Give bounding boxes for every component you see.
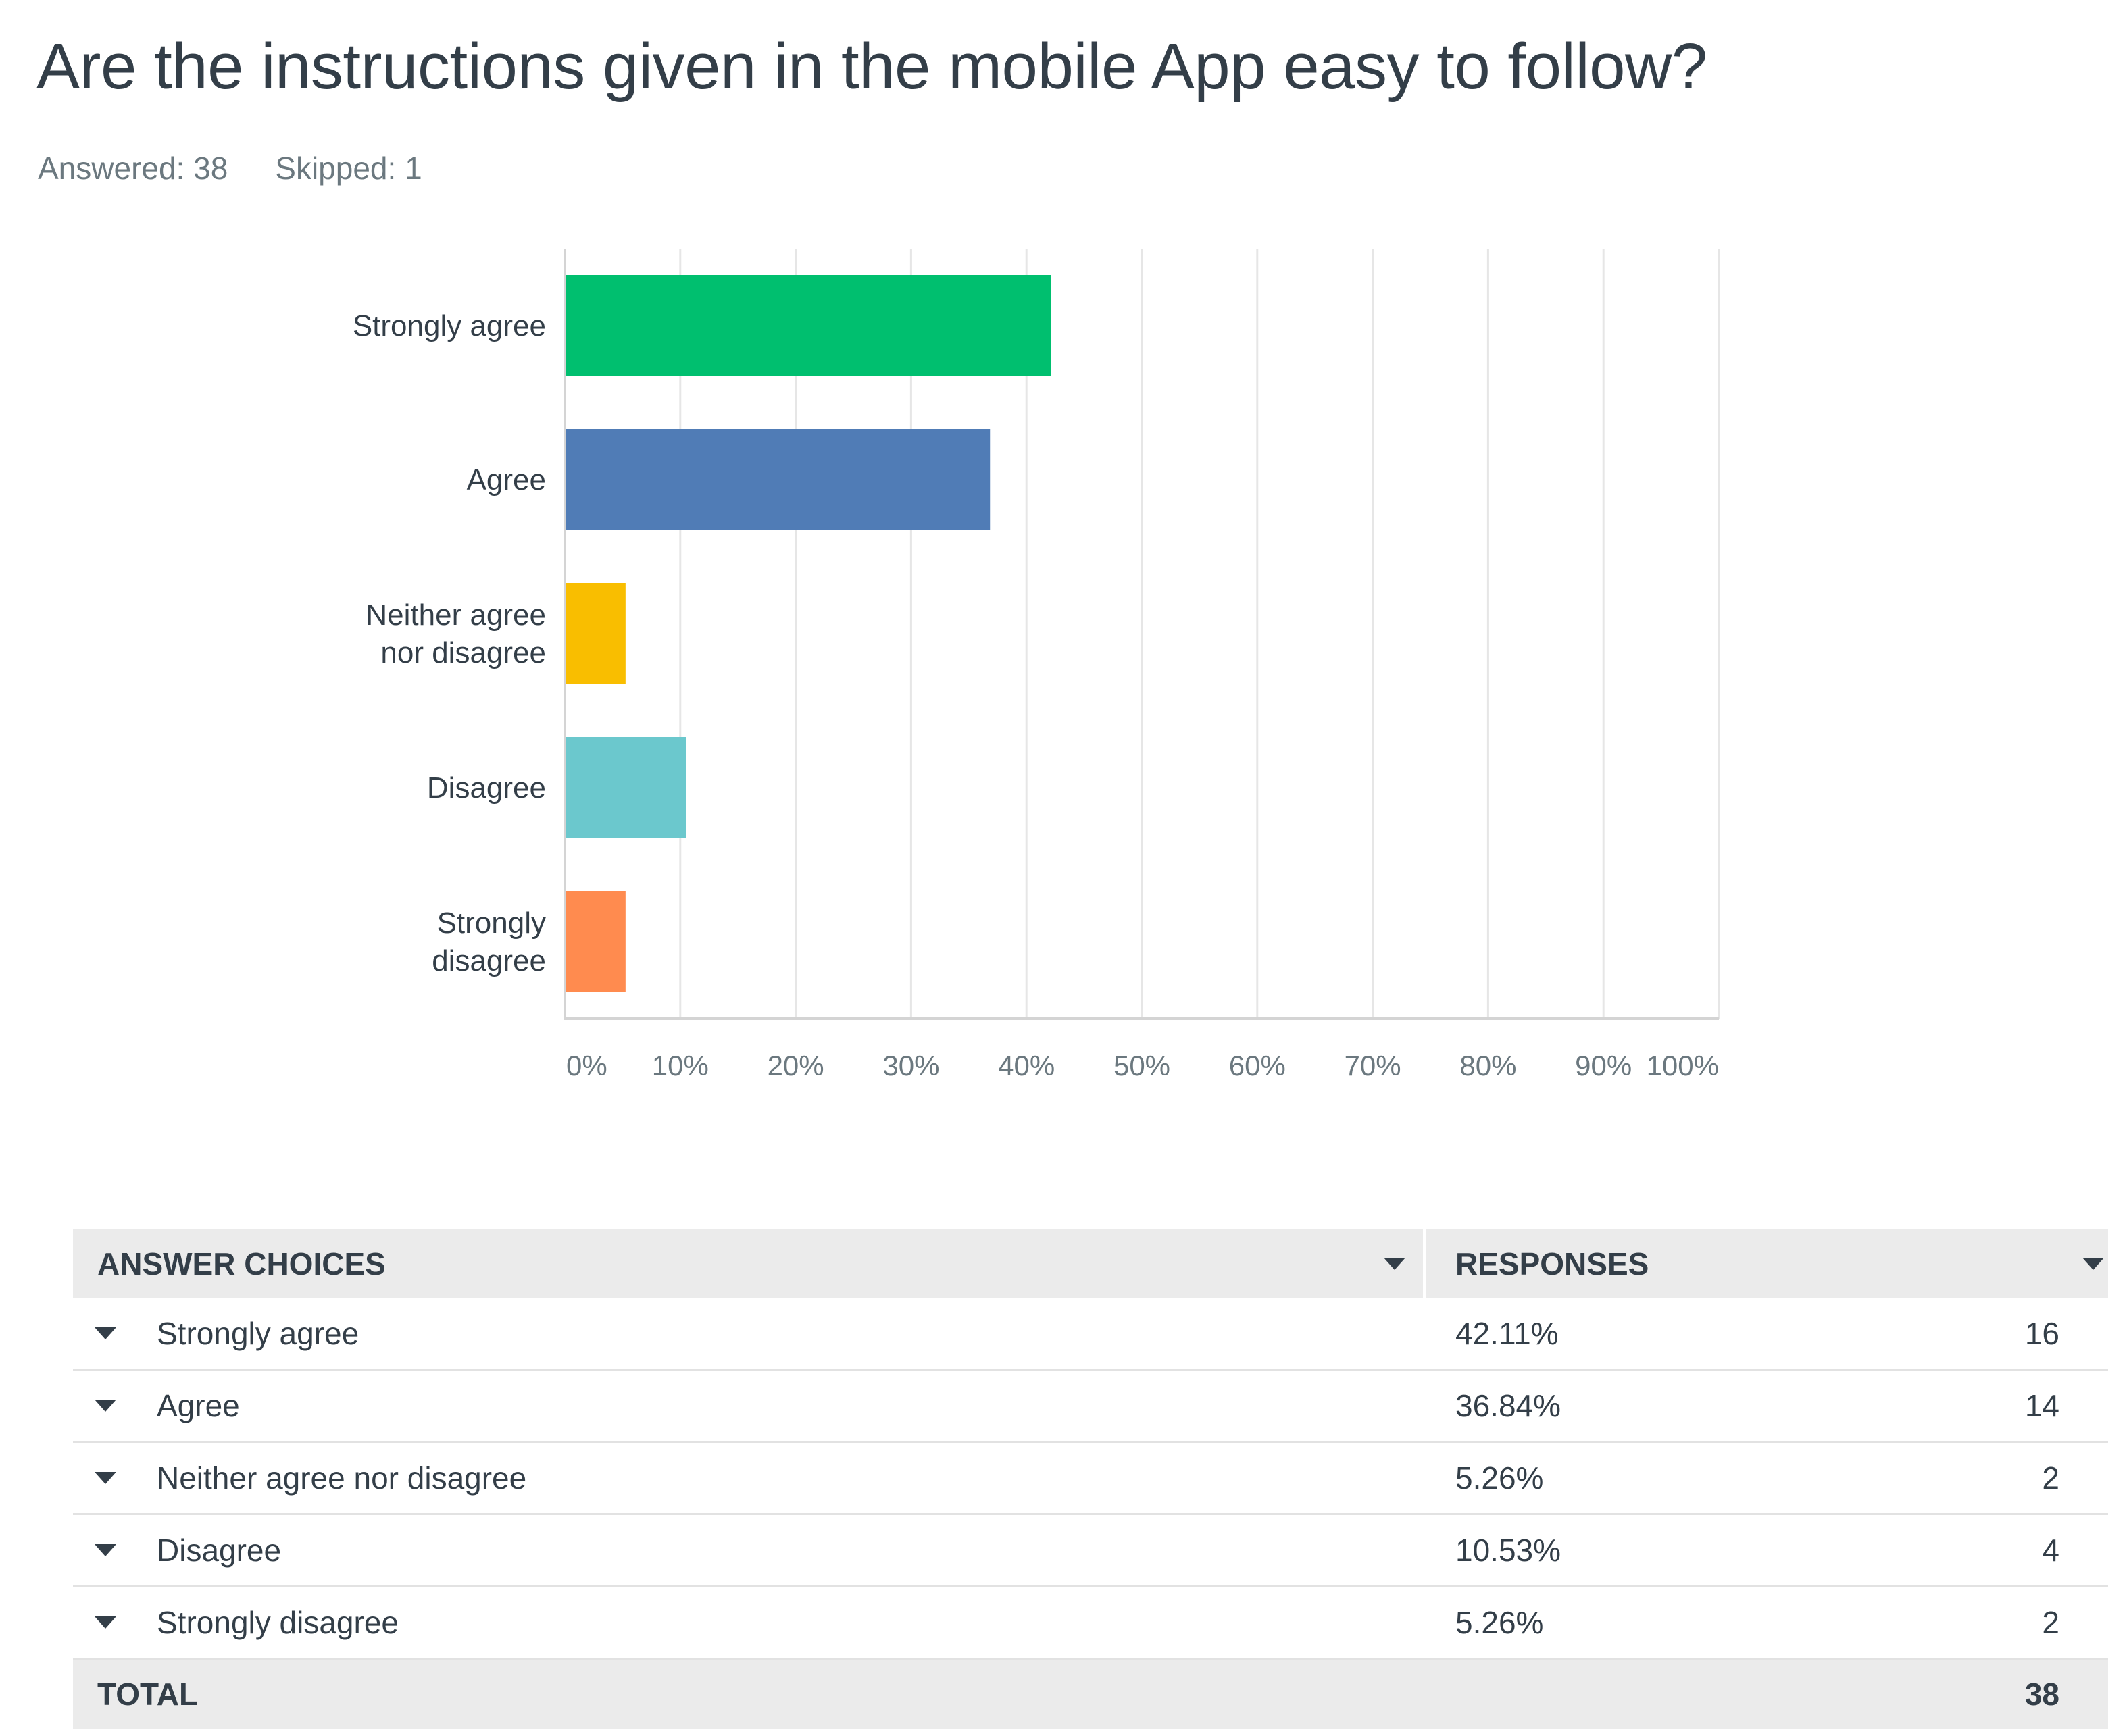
category-label: Neither agree bbox=[366, 598, 546, 632]
response-percent: 5.26% bbox=[1455, 1605, 1544, 1640]
answer-choice-label: Neither agree nor disagree bbox=[157, 1460, 527, 1496]
table-row: Strongly agree 42.11% 16 bbox=[73, 1298, 2108, 1371]
bar bbox=[566, 275, 1051, 376]
expand-row-caret-icon[interactable] bbox=[95, 1371, 116, 1441]
table-header-row: ANSWER CHOICES RESPONSES bbox=[73, 1229, 2108, 1298]
answer-choice-label: Strongly disagree bbox=[157, 1605, 399, 1640]
skipped-count: Skipped: 1 bbox=[275, 151, 422, 186]
x-tick-label: 50% bbox=[1113, 1050, 1170, 1081]
response-count: 2 bbox=[2042, 1605, 2059, 1640]
response-stats: Answered: 38 Skipped: 1 bbox=[38, 150, 422, 186]
x-tick-label: 0% bbox=[566, 1050, 607, 1081]
bar bbox=[566, 429, 991, 530]
x-tick-label: 40% bbox=[998, 1050, 1055, 1081]
expand-row-caret-icon[interactable] bbox=[95, 1298, 116, 1369]
response-count: 14 bbox=[2024, 1388, 2059, 1423]
sort-choices-caret-icon[interactable] bbox=[1384, 1229, 1405, 1298]
response-count: 4 bbox=[2042, 1533, 2059, 1568]
category-label: Strongly bbox=[437, 907, 546, 940]
bar bbox=[566, 891, 626, 992]
total-row: TOTAL 38 bbox=[73, 1660, 2108, 1729]
table-row: Disagree 10.53% 4 bbox=[73, 1515, 2108, 1587]
question-title: Are the instructions given in the mobile… bbox=[36, 30, 1707, 103]
response-percent: 36.84% bbox=[1455, 1388, 1561, 1423]
header-divider bbox=[1423, 1229, 1426, 1298]
response-percent: 42.11% bbox=[1455, 1316, 1559, 1351]
bar bbox=[566, 583, 626, 684]
expand-row-caret-icon[interactable] bbox=[95, 1443, 116, 1513]
x-tick-label: 20% bbox=[768, 1050, 824, 1081]
x-tick-label: 90% bbox=[1575, 1050, 1632, 1081]
total-count: 38 bbox=[2024, 1677, 2059, 1712]
expand-row-caret-icon[interactable] bbox=[95, 1515, 116, 1585]
response-percent: 5.26% bbox=[1455, 1460, 1544, 1496]
response-count: 16 bbox=[2024, 1316, 2059, 1351]
x-tick-label: 10% bbox=[652, 1050, 709, 1081]
total-label: TOTAL bbox=[97, 1677, 199, 1712]
category-label: nor disagree bbox=[380, 636, 546, 669]
answer-choice-label: Agree bbox=[157, 1388, 240, 1423]
table-row: Agree 36.84% 14 bbox=[73, 1371, 2108, 1443]
bar bbox=[566, 737, 686, 838]
x-tick-label: 70% bbox=[1345, 1050, 1401, 1081]
category-label: Disagree bbox=[427, 771, 546, 805]
x-tick-label: 60% bbox=[1229, 1050, 1286, 1081]
table-row: Neither agree nor disagree 5.26% 2 bbox=[73, 1443, 2108, 1515]
category-label: Strongly agree bbox=[353, 309, 546, 342]
bar-chart: 0% 10% 20% 30% 40% 50% 60% 70% 80% 90% 100% Strongl… bbox=[353, 249, 1720, 1081]
sort-responses-caret-icon[interactable] bbox=[2082, 1229, 2104, 1298]
x-tick-label: 100% bbox=[1647, 1050, 1719, 1081]
responses-header[interactable]: RESPONSES bbox=[1455, 1246, 1649, 1281]
answer-choices-header[interactable]: ANSWER CHOICES bbox=[97, 1246, 386, 1281]
answer-choice-label: Strongly agree bbox=[157, 1316, 359, 1351]
expand-row-caret-icon[interactable] bbox=[95, 1587, 116, 1658]
answer-choice-label: Disagree bbox=[157, 1533, 282, 1568]
response-count: 2 bbox=[2042, 1460, 2059, 1496]
answered-count: Answered: 38 bbox=[38, 151, 228, 186]
category-label: Agree bbox=[467, 463, 546, 496]
x-tick-label: 30% bbox=[882, 1050, 939, 1081]
table-row: Strongly disagree 5.26% 2 bbox=[73, 1587, 2108, 1660]
answer-table: ANSWER CHOICES RESPONSES Strongly agree 4… bbox=[73, 1229, 2108, 1729]
x-tick-label: 80% bbox=[1459, 1050, 1516, 1081]
response-percent: 10.53% bbox=[1455, 1533, 1561, 1568]
category-label: disagree bbox=[432, 944, 546, 977]
